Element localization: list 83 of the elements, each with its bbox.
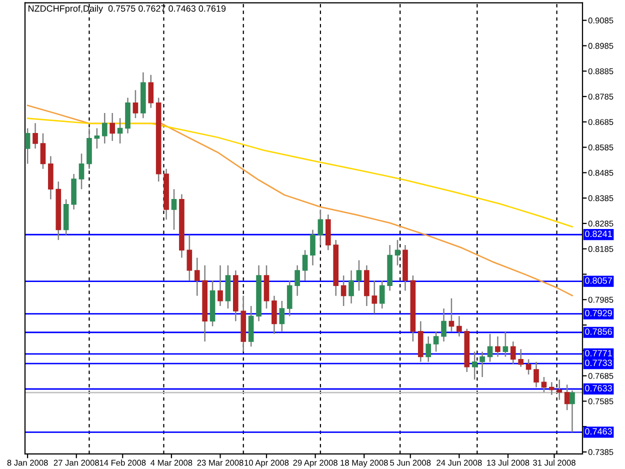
candlestick [286,280,292,317]
candlestick [372,280,378,314]
candlestick [318,208,324,246]
candlestick [340,274,346,307]
candlestick [549,382,554,396]
y-tick-label: 0.8585 [588,144,614,150]
x-tick-label: 27 Jan 2008 [54,460,99,466]
x-tick-label: 24 Jun 2008 [436,460,482,466]
candlestick [541,376,547,393]
candlestick [456,316,462,338]
ref-line-label: 0.7633 [585,385,612,392]
x-tick-label: 31 Jul 2008 [533,460,576,466]
x-tick-label: 14 Feb 2008 [100,460,146,466]
ref-line-label: 0.8241 [585,230,612,238]
candlestick [518,348,524,368]
candlestick [510,340,516,365]
y-tick-label: 0.7385 [588,449,614,456]
candlestick [40,132,46,170]
candlestick [25,128,30,164]
candlestick [218,264,223,307]
y-tick-label: 0.7985 [588,296,614,303]
candlestick [564,384,570,411]
y-tick-label: 0.8985 [588,42,614,49]
candlestick [302,249,308,282]
candlestick [78,153,84,190]
ref-line-label: 0.7771 [585,350,612,356]
y-tick-label: 0.9085 [588,18,614,24]
y-tick-label: 0.8885 [588,68,614,74]
line-series [26,118,573,228]
x-tick-label: 18 May 2008 [340,460,388,468]
ref-line-label: 0.7929 [585,310,612,316]
ref-line-label: 0.7856 [585,328,612,335]
ref-line-label: 0.7463 [585,428,612,435]
candlestick [279,300,285,332]
chart-title: NZDCHFprof,Daily 0.7575 0.7627 0.7463 0.7619 [28,5,226,14]
candlestick [495,336,500,358]
candlestick [433,330,439,352]
y-tick-label: 0.8785 [588,94,614,100]
candlestick [394,239,400,266]
candlestick [502,330,508,358]
candlestick [294,264,300,296]
ref-line-label: 0.7733 [585,360,612,366]
candlestick [556,378,562,401]
candlestick [186,234,192,282]
y-tick-label: 0.8285 [588,220,614,227]
candlestick [148,74,154,109]
candlestick [110,112,116,142]
y-tick-label: 0.8385 [588,195,614,202]
x-tick-label: 5 Jun 2008 [390,460,431,466]
candlestick [379,280,385,310]
candlestick [570,390,575,433]
candlestick [94,128,100,150]
candlestick [487,333,493,362]
candlestick [132,90,138,119]
candlestick [356,260,362,292]
y-tick-label: 0.8185 [588,246,614,252]
candlestick [534,361,539,388]
x-tick-label: 10 Apr 2008 [244,460,289,468]
candlestick [272,295,277,335]
candlestick [441,308,446,342]
candlestick [526,358,532,376]
y-tick-label: 0.7585 [588,398,614,404]
x-tick-label: 8 Jan 2008 [7,460,48,466]
ref-line-label: 0.8057 [585,277,612,284]
candlestick [102,112,108,144]
x-tick-label: 13 Jul 2008 [487,460,530,466]
candlestick [480,351,485,378]
candlestick [448,298,454,332]
candlestick [194,257,200,296]
line-series [26,104,573,296]
x-tick-label: 4 Mar 2008 [150,460,192,466]
candlestick [310,229,316,266]
x-tick-label: 23 Mar 2008 [197,460,244,466]
y-tick-label: 0.8485 [588,170,614,176]
candlestick [472,351,478,380]
x-tick-label: 29 Apr 2008 [293,460,338,468]
y-tick-label: 0.7685 [588,372,614,379]
candlestick [171,188,177,230]
candlestick [32,122,38,150]
candlestick [117,117,123,144]
y-tick-label: 0.8685 [588,119,614,125]
candlestick [348,270,354,304]
candlestick [426,336,432,362]
